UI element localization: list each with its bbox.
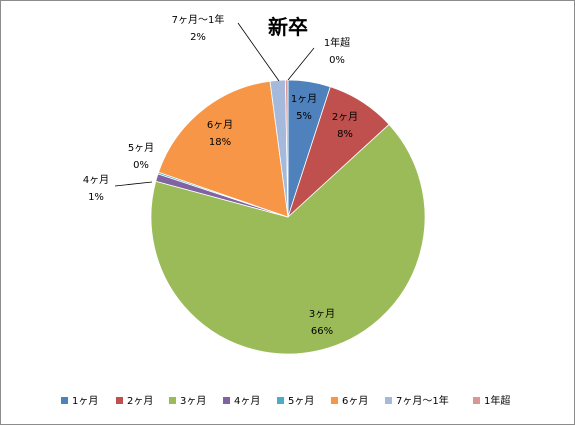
pie-slice-6 [158, 80, 289, 218]
legend-label-6: 6ヶ月 [342, 395, 368, 407]
data-label-value-5: 0% [133, 160, 149, 171]
legend-swatch-4 [223, 397, 230, 404]
legend-label-1: 1ヶ月 [72, 395, 98, 407]
leader-lines [114, 22, 315, 187]
legend-swatch-6 [331, 397, 338, 404]
legend-swatch-5 [277, 397, 284, 404]
chart-title: 新卒 [268, 15, 308, 39]
data-label-value-1: 5% [296, 111, 312, 122]
legend-label-5: 5ヶ月 [288, 395, 314, 407]
pie-slices [150, 79, 426, 355]
legend-swatch-3 [169, 397, 176, 404]
data-label-category-6: 6ヶ月 [207, 119, 233, 131]
legend-label-8: 1年超 [484, 394, 510, 407]
data-label-category-2: 2ヶ月 [332, 111, 358, 123]
data-label-value-2: 8% [337, 129, 353, 140]
legend-swatch-8 [473, 397, 480, 404]
data-label-category-8: 1年超 [324, 36, 350, 49]
legend-label-2: 2ヶ月 [127, 395, 153, 407]
pie-slice-3 [150, 123, 426, 355]
pie-slice-8 [285, 79, 289, 218]
data-label-category-5: 5ヶ月 [128, 142, 154, 154]
leader-line-8 [287, 47, 315, 81]
legend: 1ヶ月 2ヶ月 3ヶ月 4ヶ月 5ヶ月 6ヶ月 7ヶ月～1年 1年超 [61, 394, 510, 407]
data-label-category-1: 1ヶ月 [291, 93, 317, 105]
legend-swatch-2 [116, 397, 123, 404]
data-label-value-3: 66% [311, 326, 333, 337]
legend-swatch-7 [385, 397, 392, 404]
data-label-value-6: 18% [209, 137, 231, 148]
data-label-category-4: 4ヶ月 [83, 174, 109, 186]
legend-label-7: 7ヶ月～1年 [396, 394, 449, 407]
legend-swatch-1 [61, 397, 68, 404]
data-label-value-7: 2% [190, 32, 206, 43]
legend-label-3: 3ヶ月 [180, 395, 206, 407]
data-label-value-8: 0% [329, 55, 345, 66]
data-label-category-3: 3ヶ月 [309, 308, 335, 320]
data-labels: 1ヶ月 5% 2ヶ月 8% 3ヶ月 66% 4ヶ月 1% 5ヶ月 0% 6ヶ月 18% 7ヶ月～1年 2%… [83, 13, 358, 337]
leader-line-4 [114, 181, 153, 187]
data-label-category-7: 7ヶ月～1年 [172, 13, 225, 26]
legend-label-4: 4ヶ月 [234, 395, 260, 407]
leader-line-7 [237, 22, 280, 82]
data-label-value-4: 1% [88, 192, 104, 203]
